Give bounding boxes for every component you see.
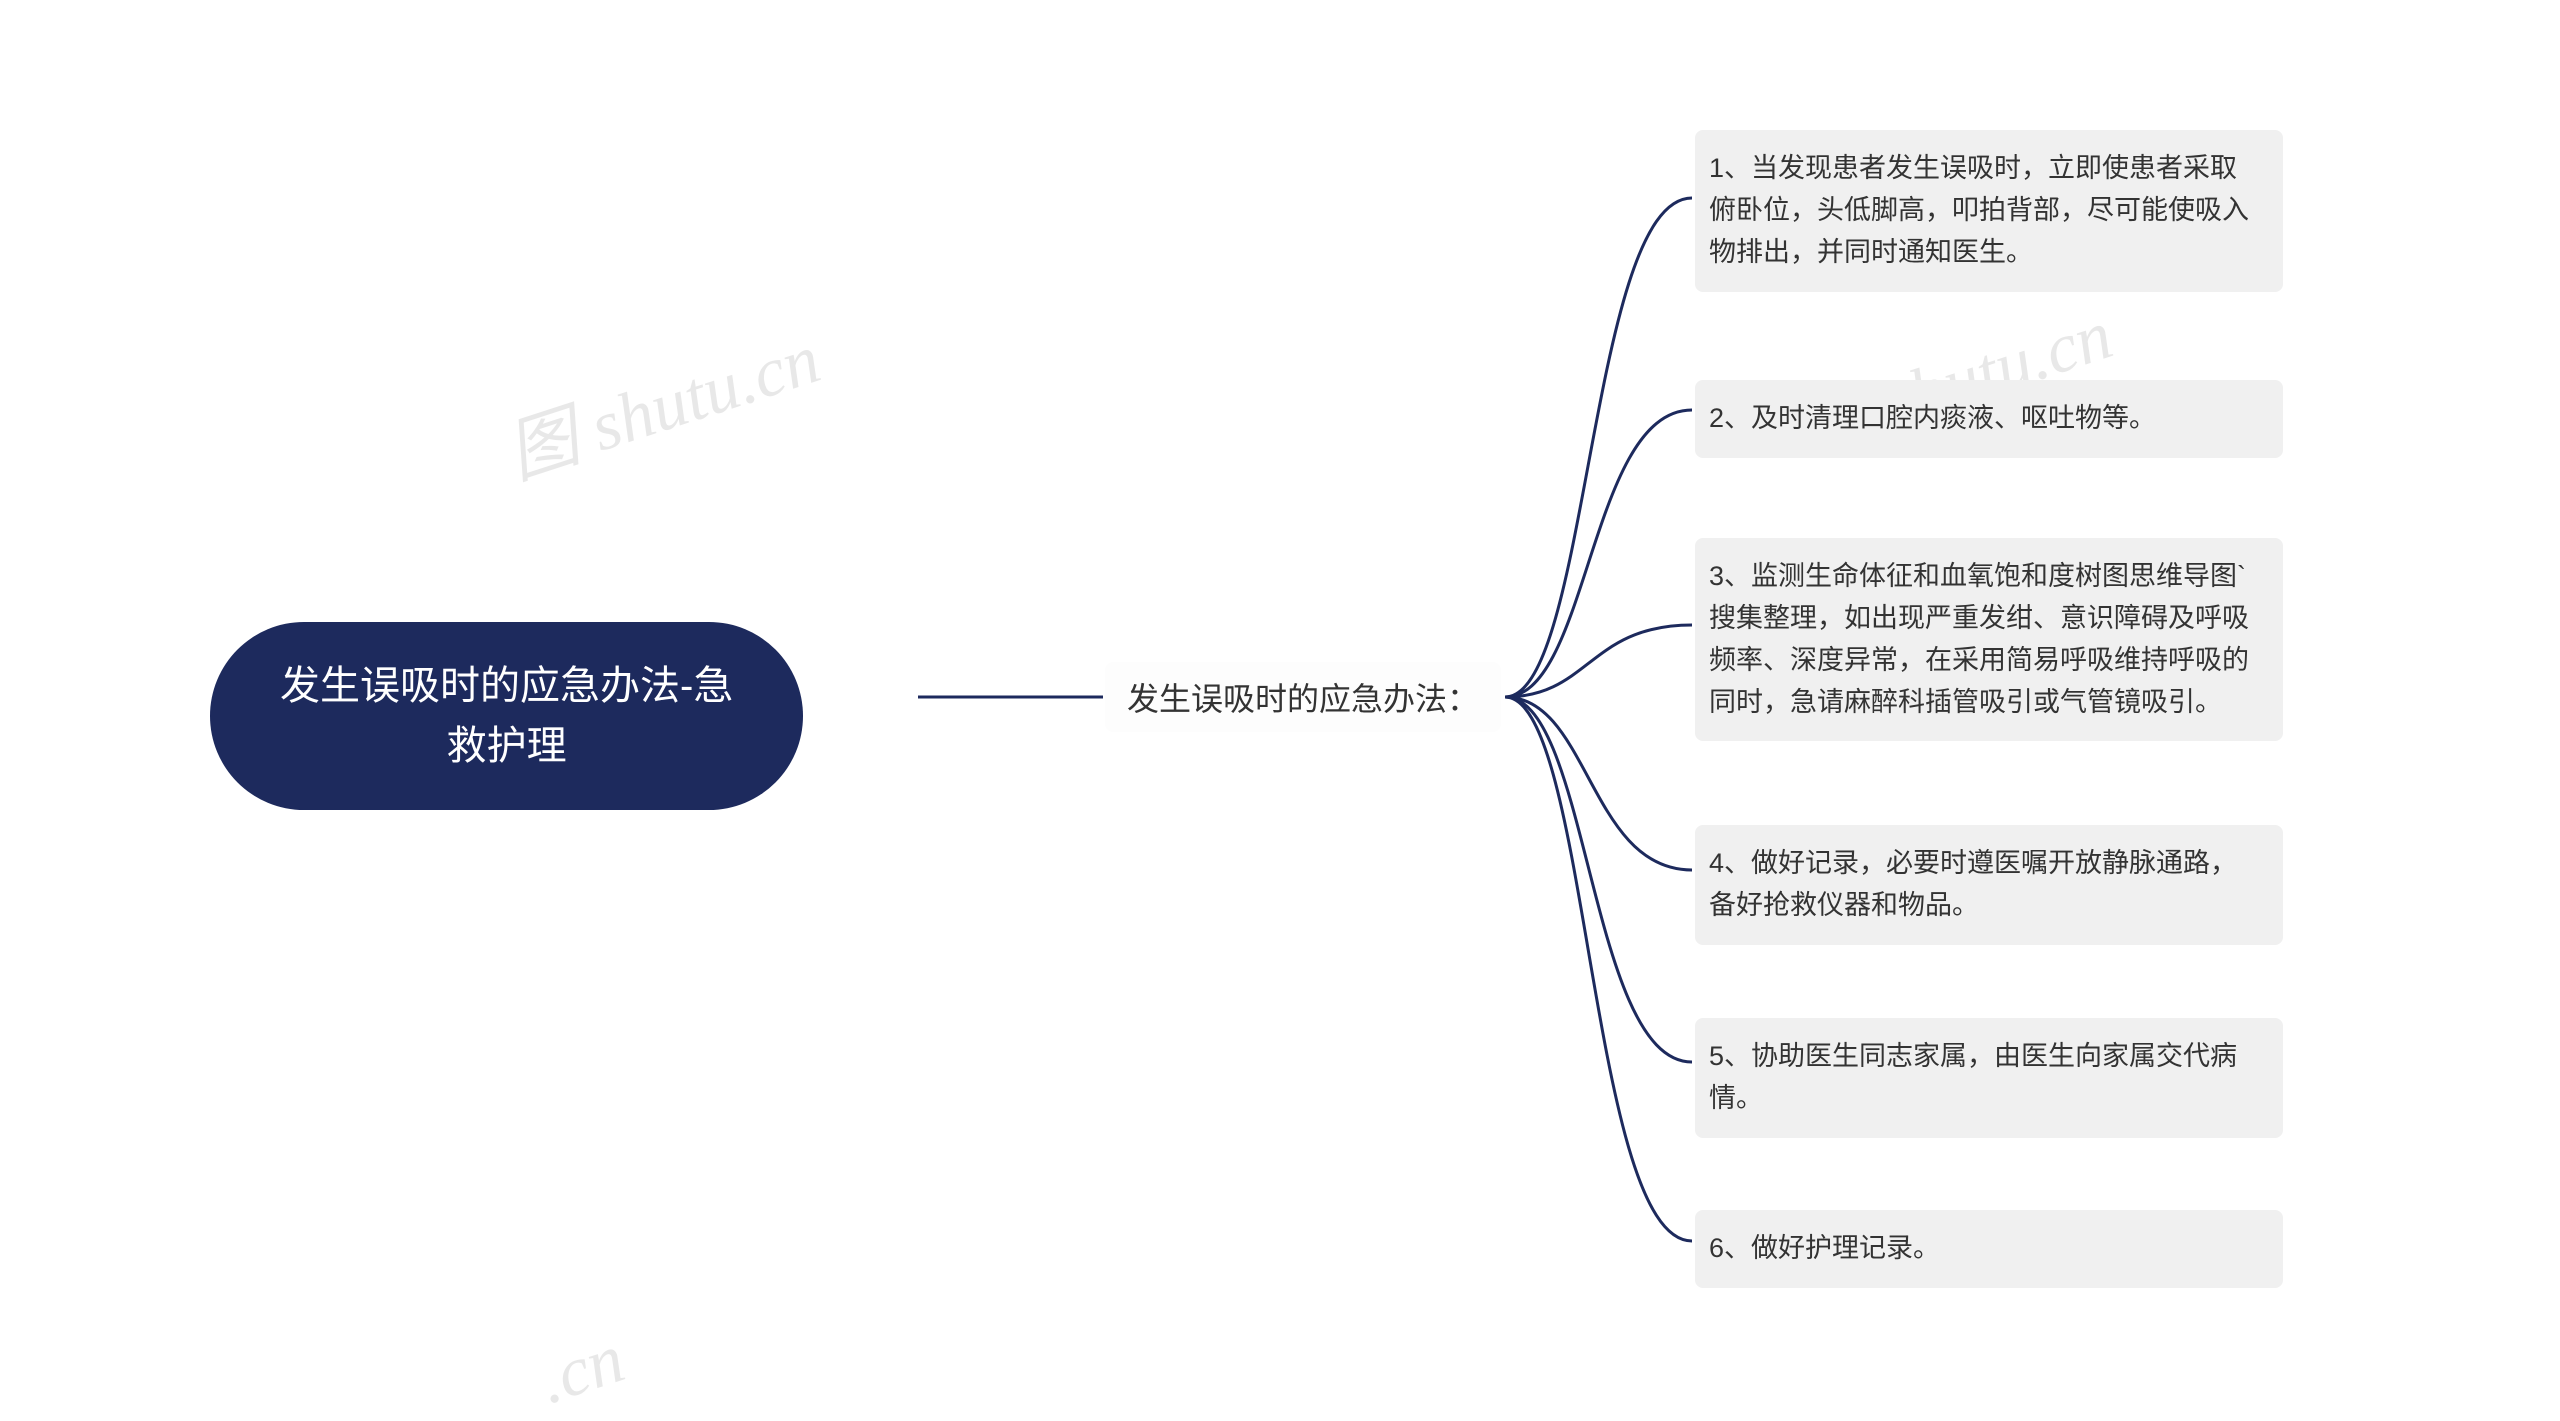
branch-node[interactable]: 发生误吸时的应急办法： [1105,662,1501,732]
leaf-node[interactable]: 5、协助医生同志家属，由医生向家属交代病情。 [1695,1018,2283,1138]
leaf-node[interactable]: 3、监测生命体征和血氧饱和度树图思维导图`搜集整理，如出现严重发绀、意识障碍及呼… [1695,538,2283,741]
leaf-text: 2、及时清理口腔内痰液、呕吐物等。 [1709,403,2156,433]
branch-label: 发生误吸时的应急办法： [1127,681,1479,717]
mindmap-canvas: 图 shutu.cn shutu.cn .cn 发生误吸时的应急办法-急 救护理… [0,0,2560,1395]
root-node[interactable]: 发生误吸时的应急办法-急 救护理 [210,622,803,810]
leaf-node[interactable]: 6、做好护理记录。 [1695,1210,2283,1288]
watermark: .cn [530,1319,634,1421]
leaf-text: 5、协助医生同志家属，由医生向家属交代病情。 [1709,1041,2237,1113]
leaf-text: 3、监测生命体征和血氧饱和度树图思维导图`搜集整理，如出现严重发绀、意识障碍及呼… [1709,561,2249,717]
watermark: 图 shutu.cn [492,303,830,499]
root-line-1: 发生误吸时的应急办法-急 [280,664,733,708]
leaf-text: 4、做好记录，必要时遵医嘱开放静脉通路，备好抢救仪器和物品。 [1709,848,2237,920]
leaf-node[interactable]: 1、当发现患者发生误吸时，立即使患者采取俯卧位，头低脚高，叩拍背部，尽可能使吸入… [1695,130,2283,292]
leaf-node[interactable]: 2、及时清理口腔内痰液、呕吐物等。 [1695,380,2283,458]
root-line-2: 救护理 [447,724,567,768]
leaf-node[interactable]: 4、做好记录，必要时遵医嘱开放静脉通路，备好抢救仪器和物品。 [1695,825,2283,945]
leaf-text: 1、当发现患者发生误吸时，立即使患者采取俯卧位，头低脚高，叩拍背部，尽可能使吸入… [1709,153,2249,267]
leaf-text: 6、做好护理记录。 [1709,1233,1940,1263]
